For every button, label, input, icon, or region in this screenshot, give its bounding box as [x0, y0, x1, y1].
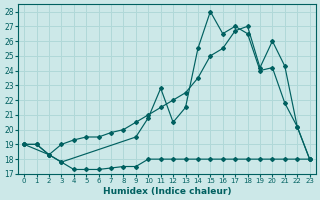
X-axis label: Humidex (Indice chaleur): Humidex (Indice chaleur)	[103, 187, 231, 196]
